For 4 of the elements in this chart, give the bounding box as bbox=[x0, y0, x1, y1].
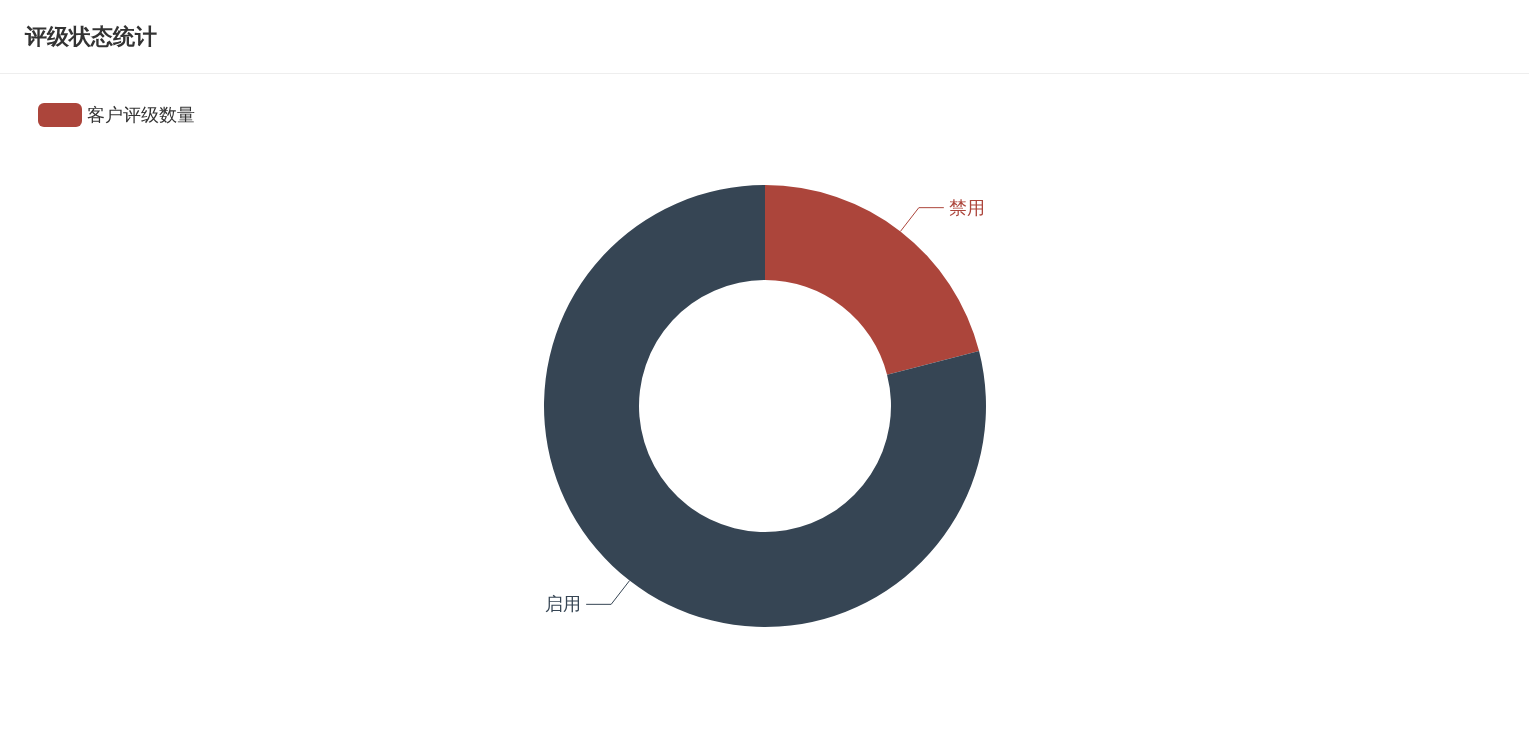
legend-label: 客户评级数量 bbox=[87, 105, 195, 125]
slice-label: 启用 bbox=[545, 594, 582, 615]
slice-label: 禁用 bbox=[948, 197, 985, 218]
chart-title: 评级状态统计 bbox=[25, 23, 157, 51]
